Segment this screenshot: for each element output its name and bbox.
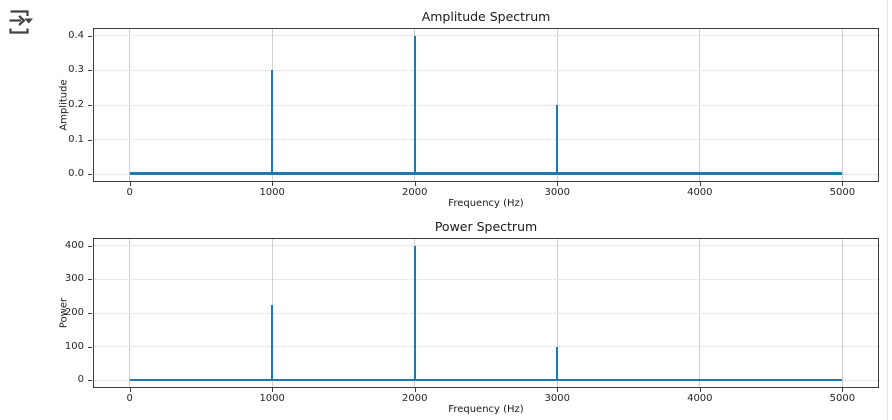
x-gridline	[129, 29, 131, 181]
frequency-peak	[413, 35, 416, 175]
x-gridline	[841, 29, 843, 181]
y-tick-label: 0.3	[68, 64, 84, 76]
x-axis-label: Frequency (Hz)	[448, 404, 524, 415]
x-tick-mark	[414, 388, 416, 392]
chart-title: Amplitude Spectrum	[421, 9, 551, 24]
x-tick-label: 1000	[259, 393, 285, 404]
chart-title: Power Spectrum	[434, 219, 538, 234]
x-tick-mark	[272, 388, 274, 392]
frequency-peak	[413, 245, 416, 381]
y-gridline	[94, 346, 878, 348]
x-tick-mark	[557, 388, 559, 392]
x-tick-mark	[129, 388, 131, 392]
x-tick-mark	[557, 182, 559, 186]
y-tick-mark	[88, 105, 92, 106]
x-gridline	[556, 239, 558, 387]
x-tick-label: 2000	[401, 393, 428, 404]
power-spectrum-chart: Power Spectrum Power Frequency (Hz) 0 100…	[0, 210, 892, 420]
x-tick-mark	[129, 182, 131, 186]
frequency-peak	[556, 346, 559, 381]
cell-toolbar-button[interactable]	[5, 9, 35, 37]
y-tick-mark	[88, 346, 92, 348]
x-tick-label: 2000	[401, 187, 428, 198]
baseline-series	[129, 379, 843, 382]
x-tick-mark	[272, 182, 274, 186]
frequency-peak	[556, 105, 559, 175]
x-tick-label: 5000	[829, 393, 856, 404]
y-tick-mark	[88, 139, 92, 141]
x-axis-label: Frequency (Hz)	[448, 198, 524, 209]
y-tick-mark	[88, 70, 92, 72]
x-tick-label: 3000	[544, 393, 570, 404]
x-gridline	[699, 239, 701, 387]
y-tick-mark	[88, 174, 92, 176]
x-tick-label: 5000	[829, 187, 856, 198]
y-tick-mark	[88, 35, 92, 37]
baseline-series	[129, 172, 843, 176]
y-tick-label: 0.2	[68, 99, 84, 110]
frequency-peak	[271, 70, 274, 175]
y-tick-label: 300	[64, 273, 84, 285]
y-gridline	[94, 139, 878, 141]
x-gridline	[841, 239, 843, 387]
y-tick-label: 0	[77, 374, 84, 386]
y-tick-label: 200	[64, 307, 84, 318]
x-tick-label: 3000	[544, 187, 570, 198]
x-gridline	[129, 239, 131, 387]
y-gridline	[94, 104, 878, 106]
panel-divider	[887, 0, 888, 420]
plot-area	[93, 238, 879, 388]
y-gridline	[94, 278, 878, 280]
amplitude-spectrum-chart: Amplitude Spectrum Amplitude Frequency (…	[59, 9, 879, 209]
y-tick-mark	[88, 245, 92, 247]
x-tick-mark	[699, 388, 701, 392]
y-gridline	[94, 69, 878, 71]
y-tick-label: 0.1	[68, 133, 84, 145]
y-tick-label: 0.0	[68, 168, 84, 180]
x-tick-label: 4000	[687, 393, 713, 404]
x-tick-mark	[842, 182, 844, 186]
y-gridline	[94, 245, 878, 247]
y-gridline	[94, 35, 878, 37]
x-gridline	[699, 29, 701, 181]
y-tick-label: 400	[64, 239, 84, 251]
y-tick-label: 100	[64, 340, 84, 352]
y-tick-mark	[88, 380, 92, 382]
x-tick-mark	[699, 182, 701, 186]
frequency-peak	[271, 304, 274, 381]
plot-area	[93, 28, 879, 182]
x-tick-label: 1000	[259, 187, 285, 198]
x-tick-mark	[842, 388, 844, 392]
arrow-right-dropdown-icon	[7, 8, 34, 38]
y-tick-mark	[88, 279, 92, 281]
x-tick-label: 4000	[687, 187, 713, 198]
y-tick-label: 0.4	[68, 29, 84, 41]
x-tick-label: 0	[126, 393, 133, 404]
x-tick-label: 0	[126, 187, 133, 198]
y-tick-mark	[88, 313, 92, 314]
x-tick-mark	[414, 182, 416, 186]
y-gridline	[94, 312, 878, 314]
